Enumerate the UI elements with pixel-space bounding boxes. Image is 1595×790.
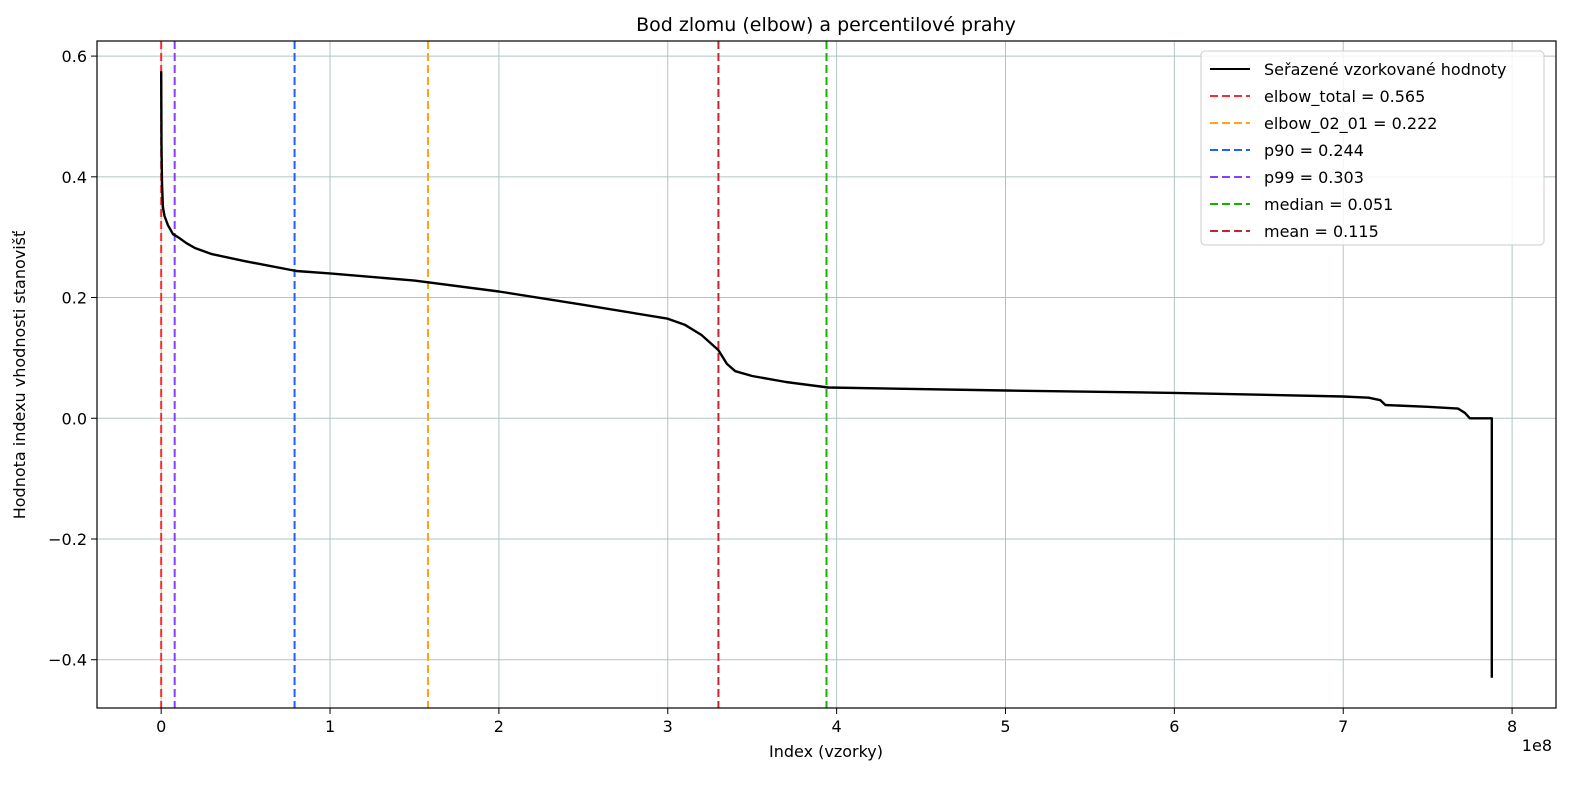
x-tick-label: 7	[1338, 717, 1348, 736]
x-tick-label: 8	[1507, 717, 1517, 736]
legend-entry-label: p90 = 0.244	[1264, 141, 1364, 160]
legend: Seřazené vzorkované hodnoty elbow_total =…	[1200, 50, 1545, 246]
legend-entry-label: elbow_02_01 = 0.222	[1264, 114, 1437, 134]
x-tick-label: 1	[325, 717, 335, 736]
series-line	[160, 71, 1494, 678]
plot-frame	[96, 40, 1557, 709]
x-axis-label: Index (vzorky)	[769, 742, 883, 761]
chart-title: Bod zlomu (elbow) a percentilové prahy	[636, 14, 1016, 36]
y-tick-label: −0.2	[48, 530, 87, 549]
series-layer	[160, 71, 1494, 678]
legend-box	[1200, 50, 1545, 246]
legend-entry-label: Seřazené vzorkované hodnoty	[1264, 60, 1507, 79]
x-tick-label: 0	[156, 717, 166, 736]
y-tick-label: 0.4	[62, 168, 87, 187]
x-offset-label: 1e8	[1522, 736, 1552, 755]
reference-lines	[160, 41, 828, 708]
x-tick-label: 3	[663, 717, 673, 736]
x-tick-label: 4	[832, 717, 842, 736]
legend-entry-label: mean = 0.115	[1264, 222, 1379, 241]
y-tick-label: 0.0	[62, 409, 87, 428]
legend-entry-label: p99 = 0.303	[1264, 168, 1364, 187]
legend-entry-label: elbow_total = 0.565	[1264, 87, 1425, 107]
x-tick-label: 6	[1169, 717, 1179, 736]
y-tick-label: 0.2	[62, 289, 87, 308]
y-tick-label: 0.6	[62, 47, 87, 66]
x-tick-label: 5	[1000, 717, 1010, 736]
y-axis-label: Hodnota indexu vhodnosti stanovišť	[10, 231, 29, 520]
legend-entry-label: median = 0.051	[1264, 195, 1393, 214]
x-tick-label: 2	[494, 717, 504, 736]
y-ticks: −0.4 −0.2 0.0 0.2 0.4 0.6	[48, 47, 97, 670]
y-tick-label: −0.4	[48, 651, 87, 670]
x-ticks: 0 1 2 3 4 5 6 7 8	[156, 708, 1517, 736]
